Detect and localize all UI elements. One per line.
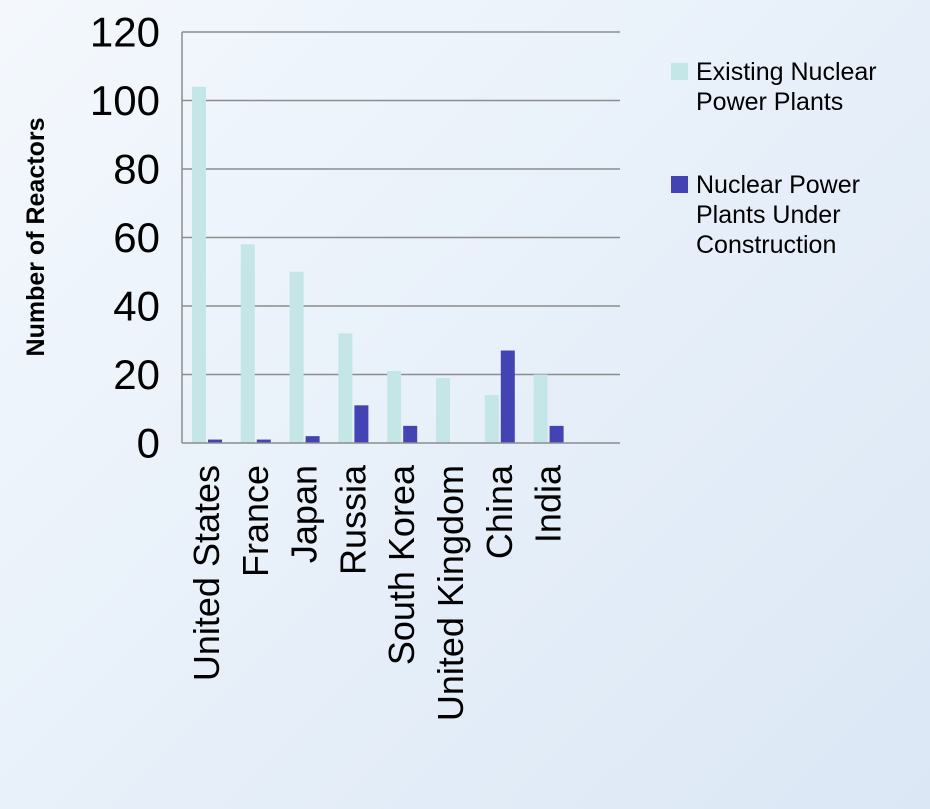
x-tick-labels: United States France Japan Russia South Kore… <box>186 464 569 721</box>
y-tick-label-100: 100 <box>90 77 160 124</box>
x-tick-label-russia: Russia <box>332 464 373 575</box>
bar-existing-india <box>533 374 548 443</box>
bar-under-construction-japan <box>305 436 320 443</box>
bar-existing-united-kingdom <box>436 377 450 443</box>
bar-existing-united-states <box>192 86 206 444</box>
bar-under-construction-china <box>500 350 515 443</box>
x-tick-label-china: China <box>479 464 520 559</box>
bar-under-construction-russia <box>354 405 369 443</box>
bar-under-construction-india <box>549 425 564 443</box>
legend-label-existing: Existing Nuclear Power Plants <box>696 58 877 116</box>
bar-under-construction-south-korea <box>403 425 418 443</box>
legend-label-under-construction: Nuclear Power Plants Under Construction <box>696 171 860 259</box>
y-tick-label-80: 80 <box>113 146 160 193</box>
bar-existing-japan <box>289 271 304 443</box>
x-tick-label-united-kingdom: United Kingdom <box>430 465 471 721</box>
y-tick-labels: 0 20 40 60 80 100 120 <box>90 9 160 467</box>
x-tick-label-france: France <box>235 465 276 577</box>
x-tick-label-india: India <box>528 464 569 543</box>
legend-swatch-under-construction <box>671 176 688 193</box>
bar-existing-south-korea <box>387 371 402 443</box>
x-tick-label-south-korea: South Korea <box>381 464 422 665</box>
y-tick-label-60: 60 <box>113 214 160 261</box>
bar-existing-china <box>484 395 499 443</box>
bar-under-construction-united-states <box>208 439 222 443</box>
legend-swatch-existing <box>671 63 688 80</box>
bar-existing-france <box>240 244 255 443</box>
y-axis-title: Number of Reactors <box>22 118 50 357</box>
axes <box>181 32 620 444</box>
x-tick-label-japan: Japan <box>284 465 325 563</box>
y-tick-label-0: 0 <box>137 420 160 467</box>
x-tick-label-united-states: United States <box>186 465 227 681</box>
y-tick-label-40: 40 <box>113 283 160 330</box>
bar-under-construction-france <box>256 439 271 443</box>
y-tick-label-120: 120 <box>90 9 160 56</box>
bars <box>192 86 564 444</box>
bar-existing-russia <box>338 333 353 443</box>
legend: Existing Nuclear Power Plants Nuclear Powe… <box>671 58 877 259</box>
y-tick-label-20: 20 <box>113 351 160 398</box>
